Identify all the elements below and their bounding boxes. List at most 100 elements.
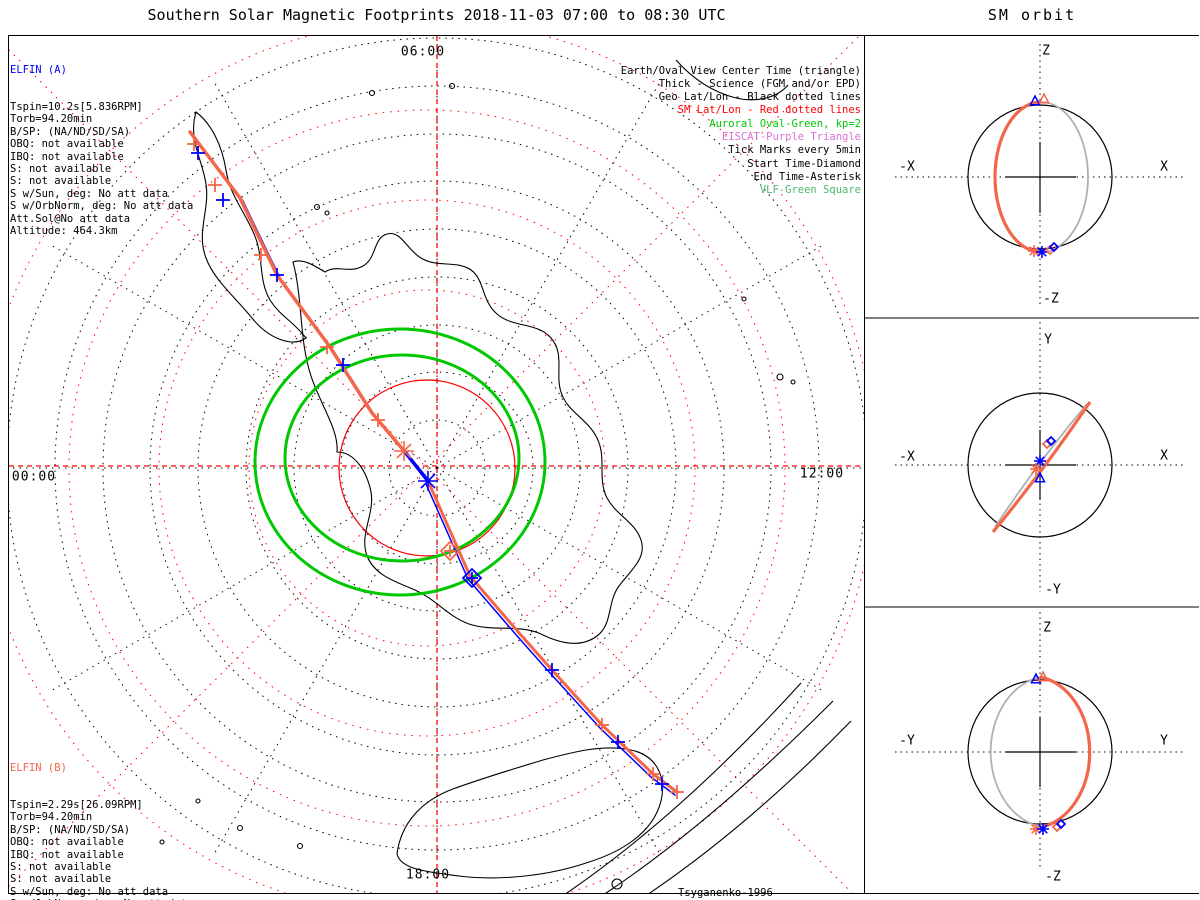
- elfin-b-header: ELFIN (B): [10, 761, 67, 774]
- elfin-a-info-line: Torb=94.20min: [10, 113, 93, 126]
- coastline-antarctica: [292, 233, 643, 644]
- field-model-label: Tsyganenko-1996: [678, 887, 773, 899]
- island: [236, 824, 244, 832]
- coastline-new-zealand-arc-1: [565, 682, 802, 893]
- footprint-track: [188, 130, 407, 454]
- geo-lon-spoke: [214, 467, 438, 854]
- sm-orbit-title: SM orbit: [987, 6, 1077, 24]
- elfin-a-info-line: B/SP: (NA/ND/SD/SA): [10, 125, 131, 138]
- elfin-b-info-line: Torb=94.20min: [10, 811, 93, 824]
- elfin-b-info-line: B/SP: (NA/ND/SD/SA): [10, 823, 131, 836]
- axis-label-p2-bottom: -Y: [1045, 582, 1061, 598]
- page-title: Southern Solar Magnetic Footprints 2018-…: [147, 6, 726, 24]
- axis-label-p1-top: Z: [1042, 43, 1050, 59]
- sm-lat-ring: [248, 289, 606, 647]
- mlt-label-1800: 18:00: [405, 867, 451, 883]
- orbit-arc-far: [1040, 101, 1089, 253]
- elfin-a-lines: Tspin=10.2s[5.836RPM] Torb=94.20min B/SP: …: [10, 101, 193, 237]
- island: [159, 839, 165, 845]
- axis-label-p1-bottom: -Z: [1043, 291, 1059, 307]
- geo-lat-ring: [54, 85, 820, 851]
- footprint-track: [426, 479, 679, 794]
- coastline-africa-tip: [675, 59, 789, 101]
- elfin-a-info-line: Att.Sol@No att data: [10, 212, 131, 225]
- island: [368, 89, 376, 97]
- geo-lat-ring: [388, 419, 486, 517]
- map-legend: Earth/Oval View Center Time (triangle) Th…: [621, 38, 861, 224]
- legend-item: Auroral Oval-Green, kp=2: [709, 117, 861, 130]
- legend-item: Tick Marks every 5min: [728, 144, 861, 157]
- elfin-a-info-line: IBQ: not available: [10, 150, 124, 163]
- center-time-triangle-marker: [1037, 670, 1049, 682]
- mlt-label-0600: 06:00: [400, 44, 446, 60]
- earth-circle: [967, 392, 1113, 538]
- end-time-asterisk-marker: [420, 473, 436, 489]
- orbit-arc-near: [1039, 675, 1092, 829]
- elfin-b-info-line: S: not available: [10, 861, 112, 874]
- center-time-triangle-marker: [1038, 92, 1050, 104]
- start-time-diamond-marker: [1055, 818, 1067, 830]
- elfin-b-info-line: OBQ: not available: [10, 836, 124, 849]
- center-time-triangle-marker: [1029, 94, 1041, 106]
- axis-label-p2-left: -X: [899, 449, 915, 465]
- footprint-track: [425, 483, 676, 796]
- start-time-diamond-marker: [439, 540, 461, 562]
- sm-lat-ring: [158, 199, 696, 737]
- auroral-oval-ring: [253, 327, 547, 597]
- legend-item: Earth/Oval View Center Time (triangle): [620, 64, 861, 77]
- axis-label-p3-bottom: -Z: [1045, 869, 1061, 885]
- end-time-asterisk-marker: [396, 443, 412, 459]
- axis-label-p3-right: Y: [1160, 733, 1168, 749]
- end-time-asterisk-marker: [1031, 464, 1041, 474]
- elfin-b-info-line: S w/Sun, deg: No att data: [10, 885, 169, 898]
- orbit-arc-far: [989, 676, 1043, 828]
- map-border: [8, 35, 865, 894]
- start-time-diamond-marker: [1045, 435, 1057, 447]
- orbit-arc-near: [991, 401, 1092, 534]
- elfin-a-info-line: OBQ: not available: [10, 138, 124, 151]
- geo-lon-spoke: [51, 467, 438, 691]
- panel-frame: [8, 35, 1199, 894]
- legend-item: Thick - Science (FGM and/or EPD): [658, 77, 861, 90]
- sm-lat-ring: [68, 109, 786, 827]
- legend-item: SM Lat/Lon - Red dotted lines: [677, 104, 861, 117]
- start-time-diamond-marker: [461, 567, 483, 589]
- island-tasmania: [611, 878, 623, 890]
- center-time-triangle-marker: [1034, 471, 1046, 483]
- orbit-markers: [1028, 92, 1067, 835]
- island: [776, 373, 784, 381]
- footprint-markers: [187, 137, 684, 799]
- elfin-a-header: ELFIN (A): [10, 63, 67, 76]
- legend-item: Start Time-Diamond: [747, 157, 861, 170]
- elfin-a-info-line: S w/Sun, deg: No att data: [10, 187, 169, 200]
- geo-lat-ring: [102, 133, 772, 803]
- axis-label-p1-right: X: [1160, 159, 1168, 175]
- axis-label-p2-right: X: [1160, 448, 1168, 464]
- elfin-b-info-line: IBQ: not available: [10, 848, 124, 861]
- island: [296, 842, 304, 850]
- legend-item: End Time-Asterisk: [753, 170, 861, 183]
- island: [195, 798, 201, 804]
- credits-block: Tsyganenko-1996 Created: Sun Jan 29 09:4…: [678, 861, 887, 900]
- geo-lon-spoke: [436, 245, 823, 469]
- end-time-asterisk-marker: [1037, 247, 1047, 257]
- elfin-a-info-line: S: not available: [10, 163, 112, 176]
- elfin-b-info-line: S: not available: [10, 873, 112, 886]
- start-time-diamond-marker: [1048, 241, 1060, 253]
- coastline-new-zealand-arc-3: [648, 720, 852, 893]
- latlon-grid: [9, 36, 864, 893]
- island: [324, 210, 330, 216]
- geo-lon-spoke: [436, 467, 660, 854]
- elfin-a-info-block: ELFIN (A) Tspin=10.2s[5.836RPM] Torb=94.2…: [10, 39, 193, 262]
- geo-lon-spoke: [436, 82, 660, 469]
- geo-lon-spoke: [436, 467, 823, 691]
- geo-lon-spoke: [51, 245, 438, 469]
- island: [313, 203, 321, 211]
- island: [448, 82, 456, 90]
- orbit-arc-near: [993, 100, 1042, 254]
- coastline-australia: [396, 747, 663, 879]
- legend-item: VLF-Green Square: [759, 184, 861, 197]
- axis-label-p1-left: -X: [899, 159, 915, 175]
